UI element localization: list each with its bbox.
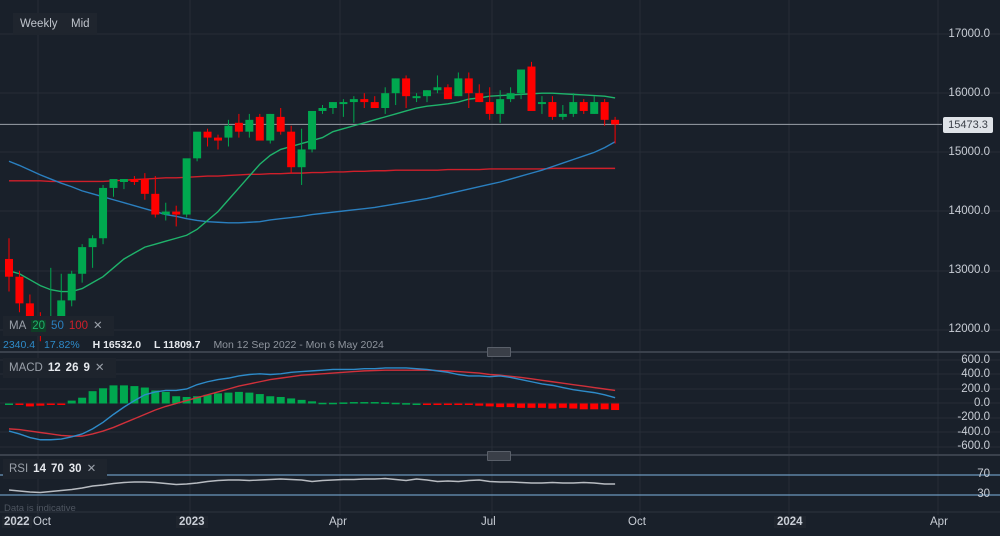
low-value: L 11809.7 — [153, 339, 201, 351]
macd-axis-label: 0.0 — [974, 397, 990, 409]
macd-axis-label: -200.0 — [957, 411, 990, 423]
macd-axis-label: -400.0 — [957, 426, 990, 438]
macd-axis-label: 400.0 — [961, 368, 990, 380]
disclaimer: Data is indicative — [4, 503, 76, 514]
price-axis-label: 12000.0 — [948, 323, 990, 335]
ma100-toggle[interactable]: 100 — [68, 320, 89, 332]
time-axis-label: Oct — [33, 516, 51, 528]
macd-axis-label: -600.0 — [957, 440, 990, 452]
time-axis-label: Jul — [481, 516, 496, 528]
rsi-legend: RSI 14 70 30 ✕ — [3, 459, 108, 479]
ma-label: MA — [9, 320, 27, 332]
rsi-axis-label: 30 — [977, 488, 990, 500]
macd-axis-label: 600.0 — [961, 354, 990, 366]
macd-label: MACD — [9, 362, 43, 374]
macd-fast: 12 — [47, 362, 61, 374]
rsi-upper: 70 — [50, 463, 64, 475]
close-icon[interactable]: ✕ — [86, 463, 97, 475]
change-percent: 17.82% — [44, 339, 80, 351]
time-axis-label: Apr — [329, 516, 347, 528]
price-axis-label: 14000.0 — [948, 205, 990, 217]
price-axis-label: 13000.0 — [948, 264, 990, 276]
macd-legend: MACD 12 26 9 ✕ — [3, 358, 116, 378]
rsi-axis-label: 70 — [977, 468, 990, 480]
price-axis-label: 15000.0 — [948, 146, 990, 158]
rsi-lower: 30 — [68, 463, 82, 475]
change-value: 2340.4 — [3, 339, 36, 351]
last-price-tag: 15473.3 — [943, 117, 993, 133]
macd-slow: 26 — [65, 362, 79, 374]
time-axis-label: 2024 — [774, 516, 806, 528]
pane-resize-handle[interactable] — [487, 451, 511, 461]
interval-button[interactable]: Weekly — [13, 13, 65, 35]
pane-resize-handle[interactable] — [487, 347, 511, 357]
date-range: Mon 12 Sep 2022 - Mon 6 May 2024 — [213, 339, 384, 351]
time-axis-label: 2022 — [2, 516, 32, 528]
close-icon[interactable]: ✕ — [94, 362, 105, 374]
close-icon[interactable]: ✕ — [93, 320, 103, 332]
ma50-toggle[interactable]: 50 — [51, 320, 64, 332]
high-value: H 16532.0 — [92, 339, 142, 351]
ma20-toggle[interactable]: 20 — [31, 320, 47, 332]
ma-legend: MA 20 50 100 ✕ — [3, 316, 114, 336]
time-axis-label: 2023 — [176, 516, 208, 528]
price-type-button[interactable]: Mid — [64, 13, 97, 35]
macd-axis-label: 200.0 — [961, 383, 990, 395]
macd-signal: 9 — [83, 362, 90, 374]
price-axis-label: 17000.0 — [948, 28, 990, 40]
price-axis-label: 16000.0 — [948, 87, 990, 99]
rsi-label: RSI — [9, 463, 29, 475]
time-axis-label: Oct — [628, 516, 646, 528]
info-bar: 2340.4 17.82% H 16532.0 L 11809.7 Mon 12… — [3, 339, 384, 351]
rsi-period: 14 — [33, 463, 46, 475]
time-axis-label: Apr — [930, 516, 948, 528]
